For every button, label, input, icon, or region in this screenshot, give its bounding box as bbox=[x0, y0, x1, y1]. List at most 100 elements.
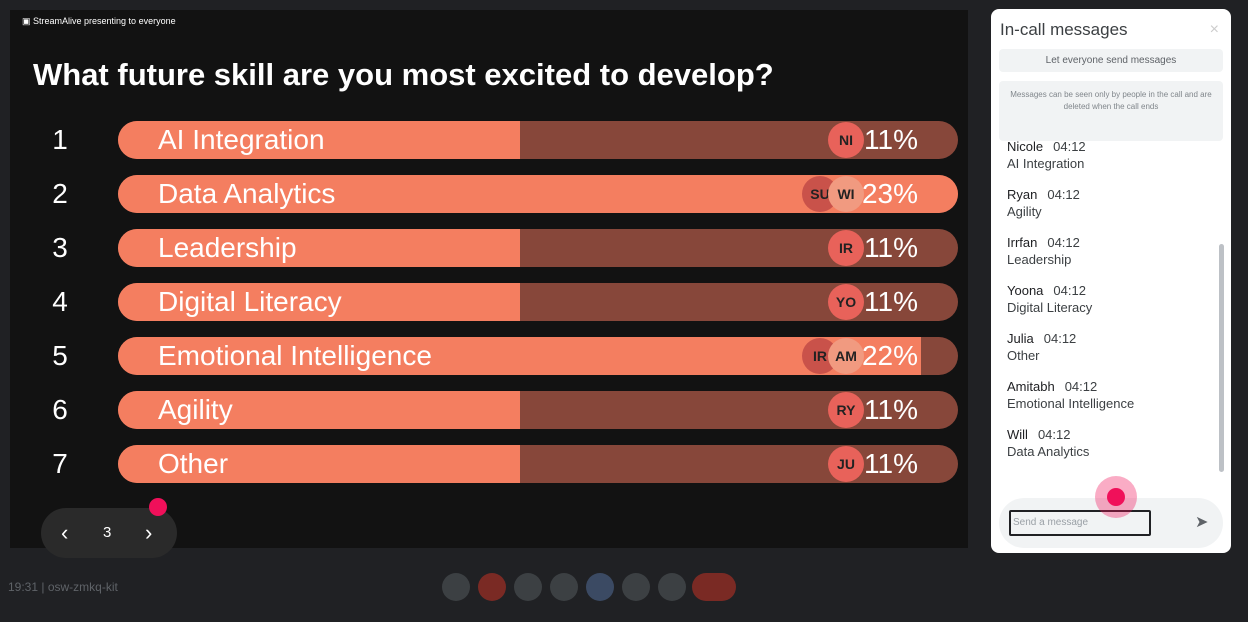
scrollbar bbox=[1219, 244, 1224, 472]
option-label: AI Integration bbox=[158, 124, 325, 155]
option-percent: 11% bbox=[864, 124, 918, 155]
sender: Julia bbox=[1007, 331, 1034, 346]
bar bbox=[118, 337, 922, 375]
bar-track bbox=[118, 391, 958, 429]
presenter-banner: ▣ StreamAlive presenting to everyone bbox=[22, 16, 176, 26]
more-button[interactable] bbox=[658, 573, 686, 601]
presenter-text: StreamAlive presenting to everyone bbox=[33, 16, 176, 26]
sender: Will bbox=[1007, 427, 1028, 442]
option-label: Digital Literacy bbox=[158, 286, 342, 317]
bar-track bbox=[118, 445, 958, 483]
option-percent: 11% bbox=[864, 448, 918, 479]
close-button[interactable]: × bbox=[1209, 21, 1219, 38]
poll-option: 2 Data Analytics 23% SU WI bbox=[10, 175, 968, 213]
next-button[interactable]: › bbox=[145, 520, 153, 545]
hand-button[interactable] bbox=[622, 573, 650, 601]
option-percent: 22% bbox=[861, 340, 918, 371]
message-text: AI Integration bbox=[1007, 156, 1085, 171]
message-header: Yoona 04:12 bbox=[1007, 283, 1092, 298]
time: 04:12 bbox=[1053, 139, 1086, 154]
option-rank: 5 bbox=[52, 340, 68, 371]
time: 04:12 bbox=[1053, 283, 1086, 298]
meeting-info: 19:31 | osw-zmkq-kit bbox=[8, 580, 118, 594]
option-label: Data Analytics bbox=[158, 178, 336, 209]
pager: ‹ 3 › bbox=[41, 498, 177, 558]
bar bbox=[118, 391, 520, 429]
toggle-messages[interactable]: Let everyone send messages bbox=[999, 49, 1223, 72]
message-header: Irrfan 04:12 bbox=[1007, 235, 1080, 250]
emoji-button[interactable] bbox=[550, 573, 578, 601]
mic-button[interactable] bbox=[442, 573, 470, 601]
message-text: Leadership bbox=[1007, 252, 1072, 267]
option-rank: 3 bbox=[52, 232, 68, 263]
bar-track bbox=[118, 283, 958, 321]
page-number: 3 bbox=[103, 524, 112, 541]
avatar: YO bbox=[828, 284, 864, 320]
option-label: Agility bbox=[158, 394, 233, 425]
option-rank: 6 bbox=[52, 394, 68, 425]
message-text: Agility bbox=[1007, 204, 1042, 219]
avatar: AM bbox=[828, 338, 864, 374]
cursor-halo bbox=[1095, 476, 1137, 518]
option-label: Other bbox=[158, 448, 229, 479]
chat-title: In-call messages bbox=[1000, 20, 1128, 39]
poll-option: 5 Emotional Intelligence 22% IR AM bbox=[10, 337, 968, 375]
option-percent: 11% bbox=[864, 394, 918, 425]
time: 04:12 bbox=[1047, 235, 1080, 250]
message-header: Amitabh 04:12 bbox=[1007, 379, 1134, 394]
message-text: Data Analytics bbox=[1007, 444, 1090, 459]
poll-option: 7 Other 11% JU bbox=[10, 445, 968, 483]
captions-button[interactable] bbox=[514, 573, 542, 601]
avatar: IR bbox=[828, 230, 864, 266]
option-percent: 23% bbox=[861, 178, 918, 209]
option-label: Leadership bbox=[158, 232, 297, 263]
poll-option: 3 Leadership 11% IR bbox=[10, 229, 968, 267]
bar bbox=[118, 121, 520, 159]
avatar: WI bbox=[828, 176, 864, 212]
chat-message: Will 04:12 Data Analytics bbox=[1007, 427, 1089, 459]
option-rank: 1 bbox=[52, 124, 68, 155]
option-percent: 11% bbox=[864, 286, 918, 317]
chat-message: Nicole 04:12 AI Integration bbox=[1007, 139, 1086, 171]
message-text: Other bbox=[1007, 348, 1040, 363]
time: 04:12 bbox=[1037, 427, 1071, 442]
message-input[interactable]: Send a message ➤ bbox=[999, 476, 1223, 548]
chat-message: Irrfan 04:12 Leadership bbox=[1007, 235, 1080, 267]
message-text: Emotional Intelligence bbox=[1007, 396, 1135, 411]
sender: Yoona bbox=[1007, 283, 1044, 298]
message-header: Nicole 04:12 bbox=[1007, 139, 1086, 154]
message-header: Julia 04:12 bbox=[1007, 331, 1076, 346]
chat-panel: In-call messages × Let everyone send mes… bbox=[991, 9, 1231, 553]
time: 04:12 bbox=[1043, 331, 1077, 346]
leave-button[interactable] bbox=[692, 573, 736, 601]
sender: Nicole bbox=[1007, 139, 1044, 154]
message-text: Digital Literacy bbox=[1007, 300, 1093, 315]
poll-option: 1 AI Integration 11% NI bbox=[10, 121, 968, 159]
present-button[interactable] bbox=[586, 573, 614, 601]
time: 04:12 bbox=[1047, 187, 1080, 202]
input-field[interactable]: Send a message bbox=[1009, 510, 1151, 536]
chat-message: Amitabh 04:12 Emotional Intelligence bbox=[1007, 379, 1134, 411]
poll-option: 4 Digital Literacy 11% YO bbox=[10, 283, 968, 321]
avatar: NI bbox=[828, 122, 864, 158]
question: What future skill are you most excited t… bbox=[33, 57, 774, 92]
chat-message: Ryan 04:12 Agility bbox=[1007, 187, 1080, 219]
send-button[interactable]: ➤ bbox=[1195, 514, 1209, 531]
bar bbox=[118, 445, 520, 483]
sender: Irrfan bbox=[1007, 235, 1038, 250]
option-rank: 4 bbox=[52, 286, 68, 317]
prev-button[interactable]: ‹ bbox=[61, 520, 69, 545]
option-rank: 7 bbox=[52, 448, 68, 479]
notice: Messages can be seen only by people in t… bbox=[999, 81, 1223, 141]
time: 04:12 bbox=[1064, 379, 1098, 394]
presentation: ▣ StreamAlive presenting to everyone Wha… bbox=[10, 10, 968, 558]
option-rank: 2 bbox=[52, 178, 68, 209]
avatar: RY bbox=[828, 392, 864, 428]
sender: Amitabh bbox=[1007, 379, 1055, 394]
message-header: Ryan 04:12 bbox=[1007, 187, 1080, 202]
sender: Ryan bbox=[1007, 187, 1038, 202]
camera-button[interactable] bbox=[478, 573, 506, 601]
bar-track bbox=[118, 121, 958, 159]
option-label: Emotional Intelligence bbox=[158, 340, 432, 371]
